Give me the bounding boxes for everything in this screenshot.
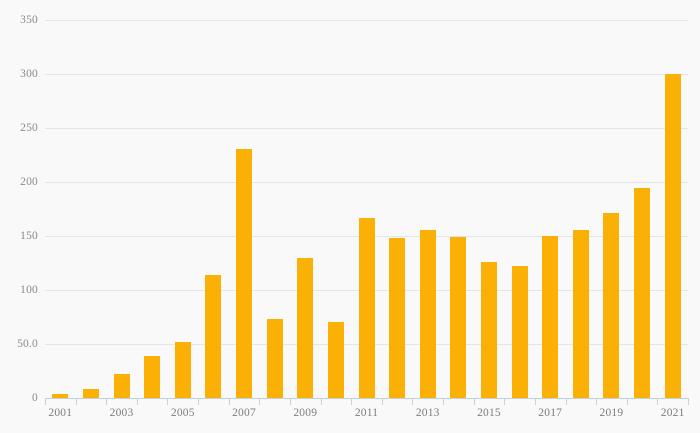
x-tick-label-2009: 2009: [293, 407, 318, 419]
bar-2020[interactable]: [634, 188, 651, 398]
bar-2013[interactable]: [419, 229, 436, 398]
bar-2018[interactable]: [572, 229, 589, 398]
x-tick-mark: [381, 398, 383, 405]
bar-2003[interactable]: [113, 374, 130, 398]
x-tick-label-2011: 2011: [354, 407, 379, 419]
x-tick-mark: [565, 398, 567, 405]
y-tick-label-250: 250: [20, 122, 38, 134]
bar-2021[interactable]: [664, 74, 681, 398]
gridline-350: [45, 20, 688, 21]
x-tick-mark: [198, 398, 200, 405]
bar-2006[interactable]: [205, 274, 222, 398]
gridline-300: [45, 74, 688, 75]
x-tick-label-2019: 2019: [599, 407, 624, 419]
x-tick-mark: [167, 398, 169, 405]
x-tick-mark: [45, 398, 46, 405]
x-tick-label-2021: 2021: [660, 407, 685, 419]
bar-2019[interactable]: [603, 213, 620, 398]
bar-2002[interactable]: [82, 389, 99, 398]
y-tick-label-100: 100: [20, 284, 38, 296]
x-tick-mark: [473, 398, 475, 405]
y-tick-label-0: 0: [32, 392, 38, 404]
x-tick-mark: [657, 398, 659, 405]
x-tick-label-2013: 2013: [415, 407, 440, 419]
bar-2010[interactable]: [327, 322, 344, 398]
x-tick-mark: [443, 398, 445, 405]
bar-2009[interactable]: [297, 257, 314, 398]
x-tick-mark: [289, 398, 291, 405]
x-tick-mark: [259, 398, 261, 405]
bar-2014[interactable]: [450, 237, 467, 398]
x-tick-mark: [688, 398, 689, 405]
x-tick-label-2003: 2003: [109, 407, 134, 419]
y-axis-tick-labels: 0 50.0 100 150 200 250 300 350: [0, 0, 38, 433]
bar-2008[interactable]: [266, 319, 283, 398]
y-tick-label-350: 350: [20, 14, 38, 26]
x-tick-mark: [351, 398, 353, 405]
x-tick-mark: [228, 398, 230, 405]
y-tick-label-300: 300: [20, 68, 38, 80]
x-tick-mark: [320, 398, 322, 405]
bar-2004[interactable]: [144, 355, 161, 398]
bar-2007[interactable]: [236, 148, 253, 398]
x-tick-label-2005: 2005: [170, 407, 195, 419]
x-tick-mark: [534, 398, 536, 405]
gridline-250: [45, 128, 688, 129]
x-tick-label-2017: 2017: [538, 407, 563, 419]
x-tick-mark: [504, 398, 506, 405]
bar-2017[interactable]: [542, 236, 559, 398]
bar-2005[interactable]: [174, 341, 191, 398]
x-axis-line: [45, 398, 688, 399]
x-tick-mark: [75, 398, 77, 405]
x-tick-label-2015: 2015: [477, 407, 501, 419]
y-tick-label-200: 200: [20, 176, 38, 188]
y-tick-label-150: 150: [20, 230, 38, 242]
x-tick-mark: [596, 398, 598, 405]
bar-2011[interactable]: [358, 217, 375, 398]
x-tick-mark: [412, 398, 414, 405]
x-tick-mark: [626, 398, 628, 405]
x-tick-mark: [136, 398, 138, 405]
bars-layer: [45, 8, 688, 398]
x-tick-label-2007: 2007: [232, 407, 256, 419]
bar-2012[interactable]: [389, 238, 406, 398]
bar-2001[interactable]: [52, 393, 69, 398]
bar-2016[interactable]: [511, 266, 528, 398]
gridline-200: [45, 182, 688, 183]
y-tick-label-50: 50.0: [17, 338, 38, 350]
x-tick-mark: [106, 398, 108, 405]
bar-2015[interactable]: [480, 261, 497, 398]
x-tick-label-2001: 2001: [48, 407, 73, 419]
